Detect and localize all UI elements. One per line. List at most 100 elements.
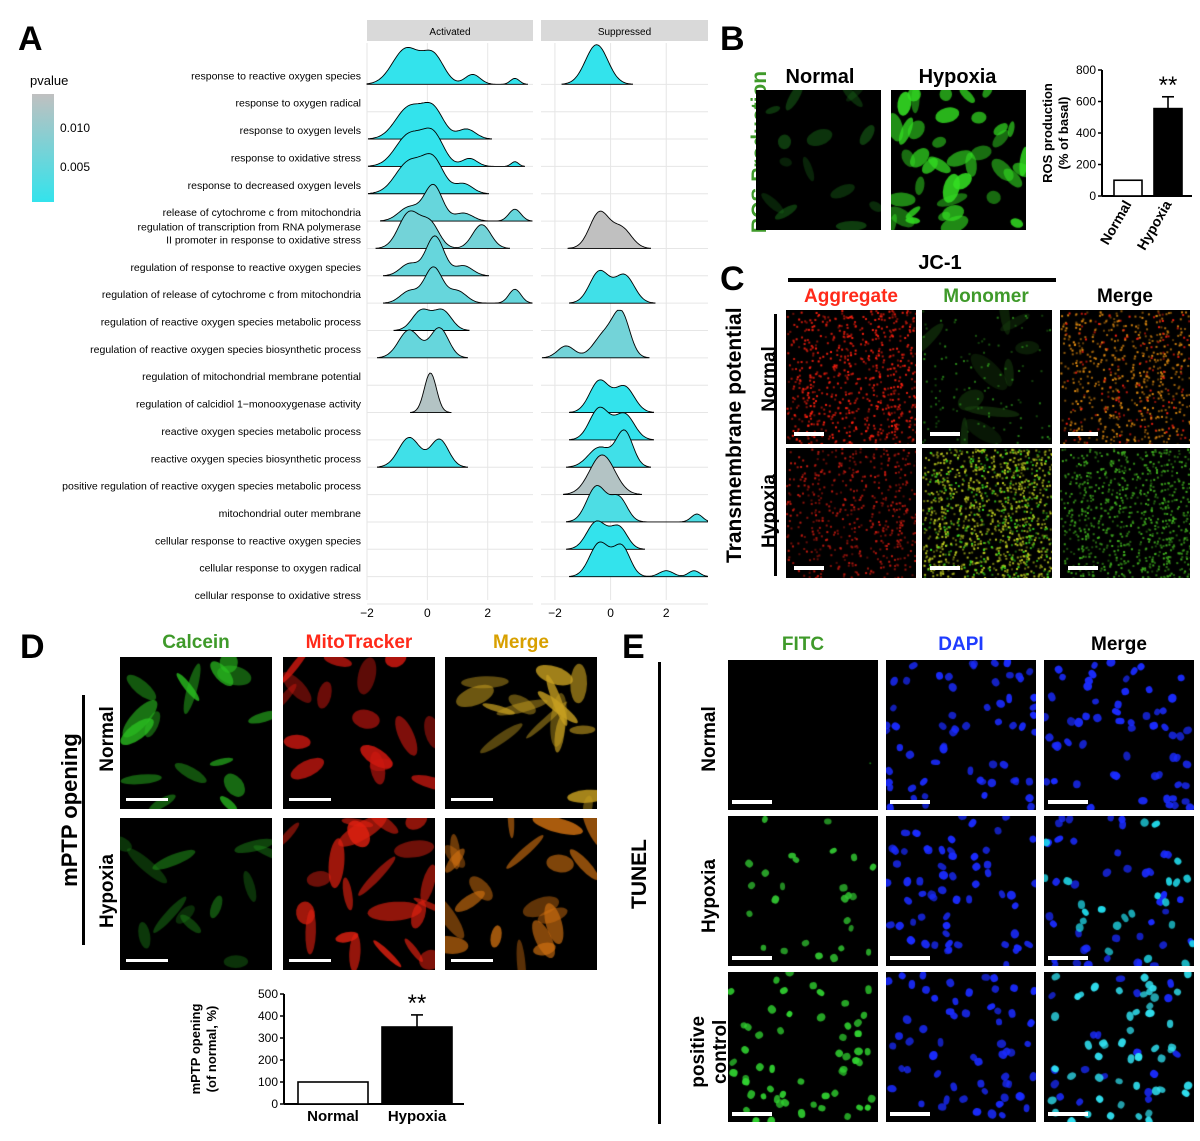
ridgeline-chart: −2 0 2 Activated −2 0 2 Suppressed response to r… (30, 20, 708, 620)
calcein-hypoxia (120, 818, 272, 970)
jc1-group-line (788, 278, 1056, 282)
micrograph-dapi-h (886, 816, 1036, 966)
facet-strip-activated (367, 20, 533, 41)
go-term-label: cellular response to reactive oxygen spe… (155, 535, 361, 547)
e-row-normal: Normal (699, 706, 720, 772)
facet-strip-label: Activated (429, 27, 470, 38)
density-ridge (542, 309, 650, 359)
y-tick-label: 0 (271, 1097, 278, 1111)
density-ridge (569, 269, 656, 304)
y-axis-label: (of normal, %) (204, 1006, 219, 1093)
x-category-label: Normal (1097, 198, 1135, 248)
density-ridge (377, 436, 468, 468)
micrograph-dapi-n (886, 660, 1036, 810)
c-row-normal: Normal (759, 346, 780, 412)
micrograph-jc-merge-h (1060, 448, 1190, 578)
density-ridge (561, 44, 633, 85)
micrograph-calcein-n (120, 657, 272, 809)
c-col-aggregate: Aggregate (804, 286, 898, 307)
c-row-hypoxia: Hypoxia (759, 474, 780, 548)
y-axis-label: (% of basal) (1056, 97, 1071, 170)
micrograph-emerge-n (1044, 660, 1194, 810)
x-category-label: Hypoxia (1134, 197, 1175, 252)
e-col-merge: Merge (1091, 634, 1147, 655)
go-term-label: cellular response to oxidative stress (195, 590, 361, 602)
merge-hypoxia-d (445, 818, 597, 970)
density-ridge (368, 101, 492, 140)
c-col-merge: Merge (1097, 286, 1153, 307)
micrograph-calcein-h (120, 818, 272, 970)
micrograph-fitc-h (728, 816, 878, 966)
go-term-label: reactive oxygen species metabolic proces… (161, 426, 361, 438)
e-merge-hypoxia (1044, 816, 1194, 966)
density-ridge (368, 127, 525, 167)
jc1-label: JC-1 (918, 252, 962, 274)
micrograph-mito-n (283, 657, 435, 809)
density-ridge (566, 429, 651, 468)
facet-strip-label: Suppressed (598, 27, 651, 38)
density-ridge (410, 372, 452, 413)
x-tick-label: 2 (484, 606, 491, 620)
merge-normal-d (445, 657, 597, 809)
d-col-calcein: Calcein (162, 632, 230, 653)
legend-tick: 0.010 (60, 121, 90, 135)
jc1-monomer-normal (922, 310, 1052, 444)
fitc-normal (728, 660, 878, 810)
legend-title: pvalue (30, 73, 68, 88)
go-term-label: response to oxygen radical (236, 98, 362, 110)
x-tick-label: −2 (548, 606, 562, 620)
x-tick-label: −2 (360, 606, 374, 620)
go-term-label: regulation of release of cytochrome c fr… (102, 289, 361, 301)
density-ridge (569, 406, 654, 441)
density-ridge (368, 153, 489, 195)
mitotracker-normal (283, 657, 435, 809)
go-term-label: response to oxygen levels (240, 125, 361, 137)
y-tick-label: 200 (258, 1053, 278, 1067)
x-category-label: Normal (307, 1108, 359, 1125)
go-term-label: mitochondrial outer membrane (219, 508, 362, 520)
go-term-label: release of cytochrome c from mitochondri… (163, 207, 362, 219)
significance-mark: ** (408, 990, 427, 1017)
x-tick-label: 0 (424, 606, 431, 620)
bar-normal (297, 1081, 369, 1105)
fitc-hypoxia (728, 816, 878, 966)
density-ridge (569, 541, 708, 578)
e-merge-normal (1044, 660, 1194, 810)
go-term-label: cellular response to oxygen radical (199, 563, 361, 575)
y-axis-label: ROS production (1040, 83, 1055, 183)
micrograph-jc-agg-h (786, 448, 916, 578)
x-tick-label: 2 (663, 606, 670, 620)
micrograph-ros-normal (756, 90, 881, 230)
go-term-label: regulation of reactive oxygen species me… (101, 317, 361, 329)
micrograph-ros-hypoxia (891, 90, 1026, 230)
e-side-line (658, 662, 661, 1124)
jc1-monomer-hypoxia (922, 448, 1052, 578)
e-row-hypoxia: Hypoxia (699, 859, 720, 933)
micrograph-mito-h (283, 818, 435, 970)
micrograph-dmerge-h (445, 818, 597, 970)
b-col-hypoxia: Hypoxia (918, 66, 997, 88)
panel-d-letter: D (20, 628, 45, 666)
micrograph-dmerge-n (445, 657, 597, 809)
go-term-label: II promoter in response to oxidative str… (166, 234, 361, 246)
go-term-label: response to decreased oxygen levels (188, 180, 361, 192)
micrograph-dapi-p (886, 972, 1036, 1122)
micrograph-fitc-p (728, 972, 878, 1122)
mptp-bar-chart: 0 100 200 300 400 500 Normal ** Hypoxia mPTP open… (188, 987, 464, 1125)
go-term-label: regulation of transcription from RNA pol… (137, 221, 361, 233)
x-tick-label: 0 (607, 606, 614, 620)
y-tick-label: 0 (1089, 189, 1096, 203)
density-ridge (380, 183, 533, 222)
d-row-normal: Normal (97, 706, 118, 772)
bar-normal (1113, 179, 1143, 197)
e-col-fitc: FITC (781, 634, 825, 655)
go-term-label: positive regulation of reactive oxygen s… (62, 481, 361, 493)
dapi-normal (886, 660, 1036, 810)
density-ridge (566, 520, 645, 550)
density-ridge (377, 327, 468, 359)
panel-b-letter: B (720, 20, 745, 58)
micrograph-jc-merge-n (1060, 310, 1190, 444)
mitotracker-hypoxia (283, 818, 435, 970)
dapi-positive-control (886, 972, 1036, 1122)
ros-bar-chart: 0 200 400 600 800 Normal ** Hypoxia ROS producti… (1040, 63, 1192, 253)
